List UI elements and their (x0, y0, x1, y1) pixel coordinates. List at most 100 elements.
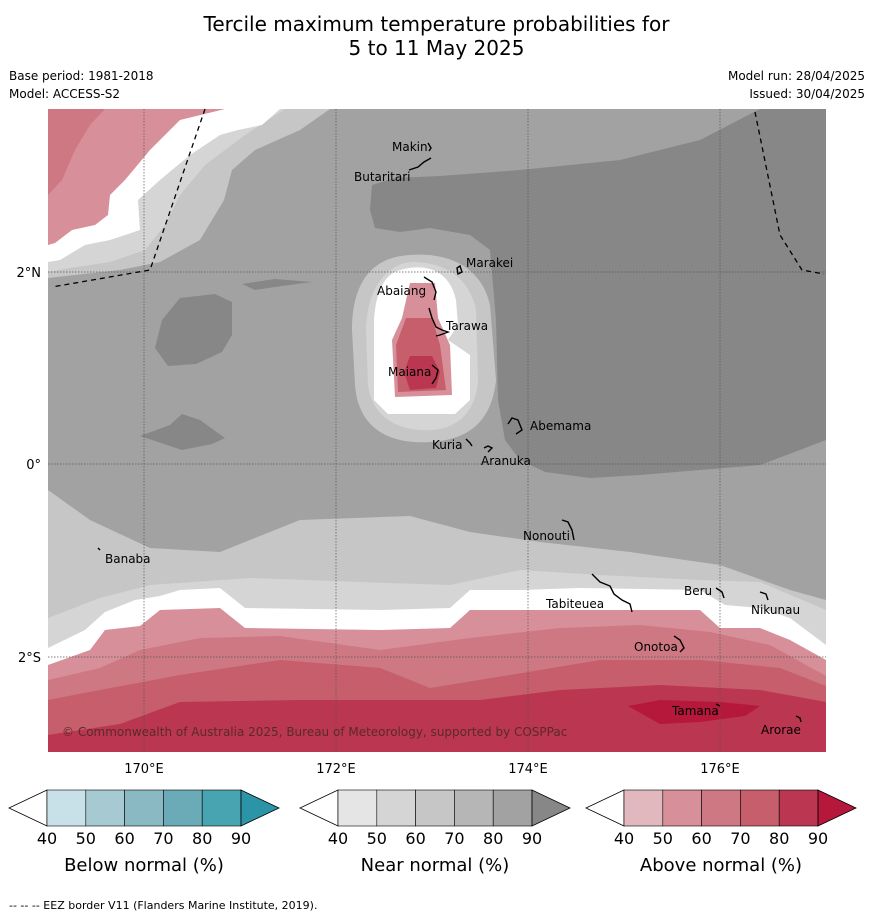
label-arorae: Arorae (761, 723, 801, 737)
label-beru: Beru (684, 584, 712, 598)
islands (97, 142, 802, 723)
near-normal-dark-west-area (155, 294, 232, 366)
title-line-1: Tercile maximum temperature probabilitie… (203, 12, 670, 36)
above-normal-northwest-area (48, 109, 260, 245)
copyright-notice: © Commonwealth of Australia 2025, Bureau… (62, 725, 567, 739)
label-nikunau: Nikunau (751, 603, 800, 617)
colorbar-below-normal-segment (46, 789, 87, 827)
colorbar-near-normal-tick: 60 (405, 829, 425, 848)
colorbar-below-normal-tick: 80 (192, 829, 212, 848)
graticule (48, 109, 826, 752)
island-butaritari (408, 157, 432, 171)
label-abaiang: Abaiang (377, 284, 426, 298)
island-onotoa (673, 635, 685, 653)
label-aranuka: Aranuka (481, 454, 531, 468)
issued-date: Issued: 30/04/2025 (749, 87, 865, 101)
colorbar-near-normal-segment (415, 789, 455, 827)
lat-label-2n: 2°N (17, 266, 42, 281)
eez-border-west (51, 108, 206, 288)
label-butaritari: Butaritari (354, 170, 411, 184)
probability-field (48, 109, 826, 752)
lon-label-172e: 172°E (316, 762, 356, 777)
colorbar-below-normal-segment (201, 789, 242, 827)
colorbar-near-normal: 40 50 60 70 80 90 Near normal (%) (299, 789, 571, 876)
colorbar-above-normal-segment (662, 789, 702, 827)
label-kuria: Kuria (432, 438, 463, 452)
map-title: Tercile maximum temperature probabilitie… (0, 12, 873, 60)
eez-borders (51, 108, 825, 288)
colorbar-above-normal-tick: 50 (653, 829, 673, 848)
above-normal-tamana-core (628, 700, 760, 724)
near-normal-dark-strip-area (242, 279, 312, 290)
colorbar-below-normal-segment (124, 789, 164, 827)
island-banaba (97, 547, 101, 551)
island-abemama (507, 417, 523, 435)
above-normal-tarawa-core (404, 356, 440, 390)
colorbar-near-normal-tick: 40 (328, 829, 348, 848)
colorbar-below-normal-min-extend (8, 789, 48, 827)
label-tamana: Tamana (671, 704, 719, 718)
base-period: Base period: 1981-2018 (9, 69, 154, 83)
island-nikunau (759, 591, 769, 601)
lat-label-equator: 0° (26, 458, 41, 473)
above-normal-northwest-core (48, 109, 105, 195)
colorbar-above-normal-segment (701, 789, 741, 827)
colorbar-near-normal-title: Near normal (%) (361, 855, 510, 876)
colorbar-below-normal-tick: 50 (76, 829, 96, 848)
island-marakei (456, 264, 463, 276)
colorbar-below-normal-tick: 40 (37, 829, 57, 848)
place-labels: Makin Butaritari Marakei Abaiang Tarawa … (105, 140, 801, 737)
lon-label-174e: 174°E (508, 762, 548, 777)
meta-left: Base period: 1981-2018 Model: ACCESS-S2 (9, 67, 154, 103)
label-makin: Makin (392, 140, 428, 154)
colorbar-near-normal-tick: 70 (444, 829, 464, 848)
island-makin (427, 142, 432, 152)
lon-label-170e: 170°E (124, 762, 164, 777)
colorbar-above-normal-tick: 40 (614, 829, 634, 848)
colorbar-near-normal-tick: 80 (483, 829, 503, 848)
lon-label-176e: 176°E (700, 762, 740, 777)
island-arorae (795, 715, 802, 723)
colorbar-below-normal-segment (85, 789, 125, 827)
colorbar-below-normal-segment (163, 789, 203, 827)
colorbar-near-normal-tick: 50 (367, 829, 387, 848)
island-kuria (465, 438, 473, 447)
colorbar-legends: 40 50 60 70 80 90 Below normal (%) 40 50 60 70 80 90… (8, 789, 857, 876)
colorbar-near-normal-tick: 90 (522, 829, 542, 848)
label-banaba: Banaba (105, 552, 151, 566)
colorbar-above-normal-segment (740, 789, 780, 827)
colorbar-above-normal-segment (778, 789, 819, 827)
label-maiana: Maiana (388, 365, 431, 379)
label-nonouti: Nonouti (523, 529, 570, 543)
colorbar-near-normal-segment (337, 789, 378, 827)
colorbar-above-normal-segment (623, 789, 664, 827)
colorbar-below-normal-title: Below normal (%) (64, 855, 224, 876)
colorbar-above-normal-tick: 60 (691, 829, 711, 848)
colorbar-near-normal-min-extend (299, 789, 339, 827)
colorbar-near-normal-segment (492, 789, 533, 827)
colorbar-below-normal-max-extend (240, 789, 280, 827)
label-onotoa: Onotoa (634, 640, 678, 654)
colorbar-near-normal-max-extend (531, 789, 571, 827)
colorbar-above-normal-min-extend (585, 789, 625, 827)
meta-right: Model run: 28/04/2025 Issued: 30/04/2025 (728, 67, 865, 103)
colorbar-near-normal-segment (454, 789, 494, 827)
near-normal-dark-north-area (370, 109, 826, 478)
latitude-labels: 2°N 0° 2°S (17, 266, 42, 666)
label-tabiteuea: Tabiteuea (545, 597, 604, 611)
colorbar-above-normal-tick: 90 (808, 829, 828, 848)
model-run: Model run: 28/04/2025 (727, 69, 865, 83)
near-normal-dark-south-area (140, 414, 225, 450)
island-tarawa (428, 307, 451, 337)
island-aranuka (483, 445, 494, 453)
colorbar-below-normal-tick: 60 (114, 829, 134, 848)
eez-footnote: -- -- -- EEZ border V11 (Flanders Marine… (9, 899, 318, 912)
colorbar-above-normal-title: Above normal (%) (640, 855, 802, 876)
colorbar-above-normal-tick: 70 (730, 829, 750, 848)
colorbar-above-normal-tick: 80 (769, 829, 789, 848)
lat-label-2s: 2°S (18, 651, 41, 666)
colorbar-above-normal: 40 50 60 70 80 90 Above normal (%) (585, 789, 857, 876)
colorbar-near-normal-segment (376, 789, 416, 827)
longitude-labels: 170°E 172°E 174°E 176°E (124, 762, 740, 777)
